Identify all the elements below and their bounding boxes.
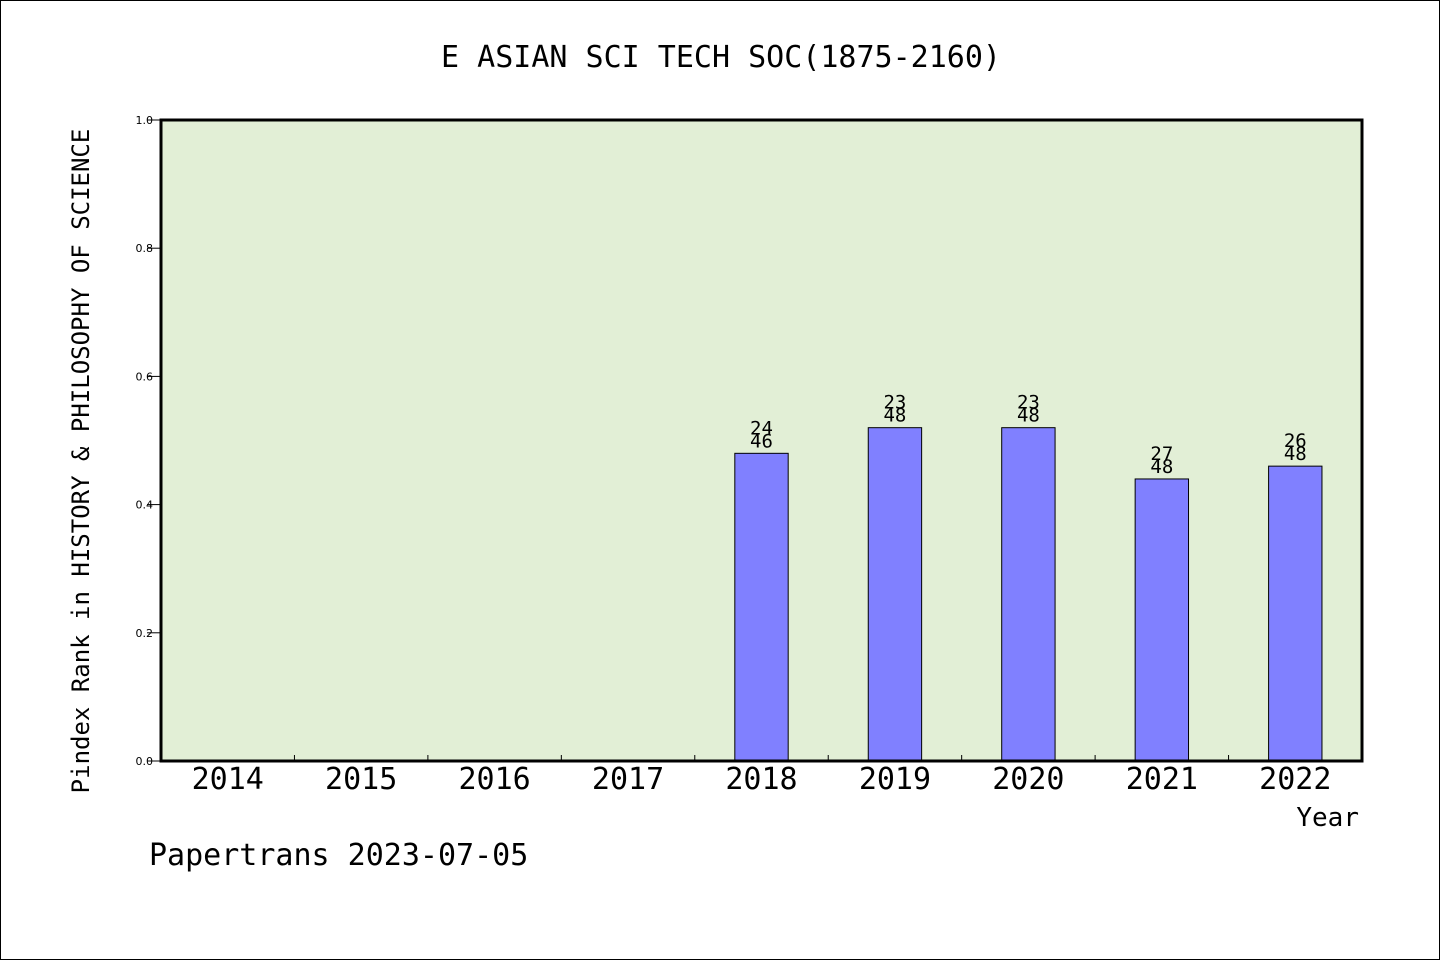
bar-label-rank: 27 — [1150, 443, 1173, 465]
x-tick-label: 2014 — [192, 762, 264, 797]
footer-credit: Papertrans 2023-07-05 — [149, 838, 528, 873]
y-tick-label: 0.2 — [136, 627, 154, 640]
x-tick-label: 2021 — [1126, 762, 1198, 797]
bar-label-rank: 24 — [750, 417, 773, 439]
x-tick-label: 2016 — [458, 762, 530, 797]
bar — [867, 427, 923, 762]
bar — [1268, 465, 1323, 762]
bar-label-total: 48 — [883, 405, 906, 427]
x-tick-label: 2017 — [592, 762, 664, 797]
x-axis-label: Year — [1296, 803, 1359, 833]
x-tick-label: 2020 — [992, 762, 1064, 797]
y-tick-label: 1.0 — [136, 114, 154, 127]
chart-marks: 0.0 0.2 0.4 0.6 0.8 1.0 2014 2015 2016 2017 2018 20… — [136, 114, 1332, 797]
x-tick-label: 2015 — [325, 762, 397, 797]
bar-label-total: 48 — [1017, 405, 1040, 427]
bar — [1134, 478, 1190, 762]
y-tick-label: 0.8 — [136, 242, 154, 255]
x-tick-label: 2022 — [1259, 762, 1331, 797]
bar-label-total: 46 — [750, 430, 773, 452]
x-tick-label: 2018 — [725, 762, 797, 797]
bar — [1001, 427, 1056, 762]
y-tick-label: 0.0 — [136, 755, 154, 768]
y-tick-label: 0.4 — [136, 499, 154, 512]
bar — [734, 452, 789, 762]
bar-label-rank: 23 — [883, 392, 906, 414]
y-tick-label: 0.6 — [136, 370, 154, 383]
y-axis-label: Pindex Rank in HISTORY & PHILOSOPHY OF S… — [67, 129, 95, 794]
bar-label-rank: 26 — [1284, 430, 1307, 452]
plot-frame — [159, 118, 1364, 763]
bar-label-total: 48 — [1284, 443, 1307, 465]
chart-title: E ASIAN SCI TECH SOC(1875-2160) — [441, 40, 1001, 75]
bar-label-rank: 23 — [1017, 392, 1040, 414]
bar-label-total: 48 — [1150, 456, 1173, 478]
x-tick-label: 2019 — [859, 762, 931, 797]
